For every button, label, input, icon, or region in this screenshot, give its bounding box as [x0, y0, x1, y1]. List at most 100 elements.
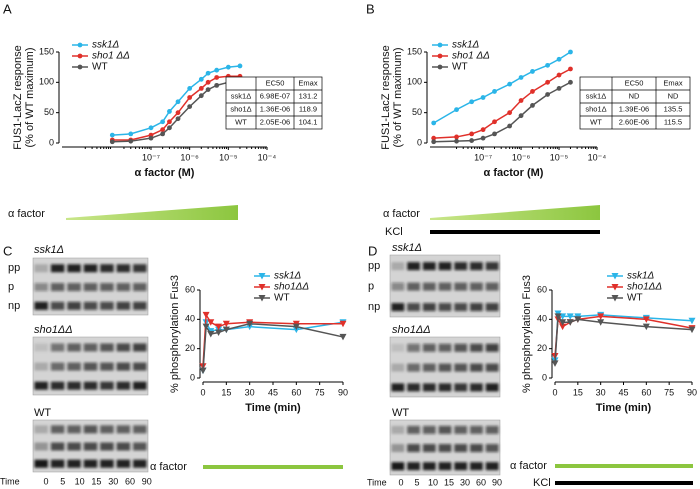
- x-tick-label: 0: [200, 387, 205, 397]
- band-label: p: [8, 281, 14, 293]
- marker: [148, 125, 154, 131]
- blot-band: [100, 362, 114, 371]
- blot-band: [485, 425, 499, 434]
- blot-band: [116, 264, 131, 273]
- marker: [167, 119, 172, 125]
- marker: [160, 131, 166, 137]
- marker: [507, 81, 513, 87]
- blot-band: [454, 343, 468, 352]
- series-line: [554, 315, 693, 357]
- table-cell: 118.9: [299, 104, 317, 113]
- blot-band: [116, 381, 131, 390]
- table-cell: WT: [590, 117, 602, 126]
- y-tick-label: 50: [412, 107, 422, 117]
- blot-band: [100, 459, 114, 468]
- x-tick-label: 15: [221, 387, 231, 397]
- marker: [339, 333, 347, 341]
- blot-band: [485, 343, 499, 352]
- blot-band: [485, 363, 499, 372]
- time-value: 30: [108, 476, 118, 486]
- marker: [167, 109, 172, 114]
- time-value: 10: [75, 476, 85, 486]
- blot-band: [454, 462, 468, 471]
- marker: [469, 138, 475, 143]
- blot-band: [133, 381, 147, 390]
- treatment-label: α factor: [150, 461, 187, 473]
- blot-band: [422, 462, 436, 471]
- marker: [222, 326, 230, 334]
- gradient-wedge: [66, 205, 238, 220]
- blot-band: [116, 343, 131, 352]
- y-tick-label: 60: [537, 284, 547, 294]
- blot-band: [485, 444, 499, 453]
- treatment-bar: [430, 230, 600, 234]
- blot-band: [470, 462, 483, 471]
- marker: [454, 107, 459, 113]
- treatment-bar: [555, 464, 693, 468]
- treatment-bar: [555, 481, 693, 485]
- marker: [597, 319, 605, 326]
- blot-band: [438, 282, 452, 291]
- marker: [454, 134, 459, 140]
- marker: [545, 62, 550, 68]
- band-label: np: [8, 300, 20, 312]
- table-cell: ND: [668, 91, 679, 100]
- marker: [545, 92, 550, 97]
- table-cell: ssk1Δ: [586, 91, 606, 100]
- strain-label: ssk1Δ: [392, 242, 422, 254]
- blot-band: [133, 343, 147, 352]
- table-cell: 1.39E-06: [619, 104, 649, 113]
- marker: [492, 89, 497, 94]
- time-value: 15: [444, 477, 454, 487]
- blot-band: [67, 283, 81, 292]
- marker: [437, 42, 443, 48]
- blot-band: [100, 301, 114, 310]
- marker: [109, 132, 115, 138]
- x-tick-label: 10⁻⁷: [142, 152, 160, 162]
- blot-band: [116, 459, 131, 468]
- y-axis-label: % phosphorylation Fus3: [169, 275, 181, 393]
- blot-band: [133, 301, 147, 310]
- marker: [518, 75, 524, 80]
- marker: [215, 323, 223, 331]
- blot-band: [470, 383, 483, 392]
- blot-band: [83, 442, 98, 451]
- blot-band: [391, 262, 405, 271]
- x-axis-label: Time (min): [245, 402, 301, 414]
- marker: [611, 295, 619, 302]
- blot-band: [454, 363, 468, 372]
- series-line: [433, 81, 571, 143]
- marker: [431, 120, 437, 126]
- x-tick-label: 75: [315, 387, 325, 397]
- x-tick-label: 90: [687, 387, 697, 397]
- marker: [225, 64, 231, 70]
- blot-band: [116, 301, 131, 310]
- marker: [688, 317, 696, 325]
- marker: [214, 67, 220, 73]
- blot-band: [50, 425, 65, 434]
- marker: [160, 127, 166, 133]
- x-tick-label: 10⁻⁵: [550, 152, 569, 162]
- marker: [77, 64, 83, 70]
- table-cell: 135.5: [664, 104, 683, 113]
- marker: [530, 69, 535, 74]
- table-cell: sho1Δ: [585, 104, 606, 113]
- marker: [77, 42, 83, 48]
- marker: [611, 273, 619, 280]
- marker: [205, 87, 211, 93]
- time-value: 30: [460, 477, 470, 487]
- legend-label: sho1ΔΔ: [627, 282, 662, 293]
- blot-bands: [34, 343, 147, 390]
- blot-band: [100, 283, 114, 292]
- blot-band: [454, 444, 468, 453]
- blot-band: [470, 303, 483, 312]
- panel-label: B: [366, 1, 375, 16]
- blot-band: [83, 343, 98, 352]
- blot-bands: [391, 343, 499, 392]
- legend-label: WT: [274, 293, 290, 304]
- blot-band: [422, 303, 436, 312]
- panel-label: D: [368, 243, 377, 258]
- x-tick-label: 15: [573, 387, 583, 397]
- blot-band: [470, 343, 483, 352]
